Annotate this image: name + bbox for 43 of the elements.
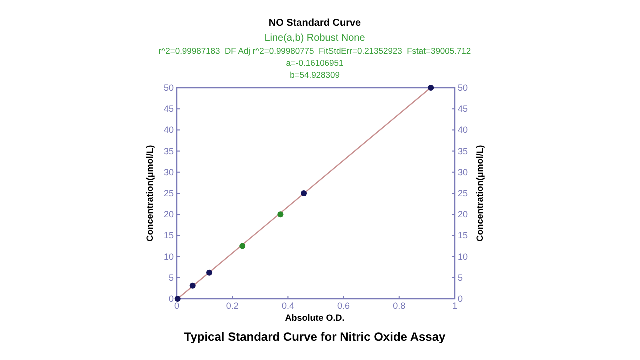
- y2-tick-label: 30: [458, 167, 468, 178]
- y2-tick-label: 10: [458, 252, 468, 262]
- y2-tick-label: 50: [458, 83, 468, 93]
- y2-tick-label: 15: [458, 230, 468, 241]
- y-tick-label: 15: [164, 230, 174, 241]
- y2-tick-label: 45: [458, 104, 468, 114]
- text: Typical Standard Curve for Nitric Oxide Assay: [184, 330, 446, 344]
- x-axis-title: Absolute O.D.: [285, 313, 345, 323]
- x-tick-label: 1: [452, 301, 458, 311]
- x-tick-label: 0.2: [226, 301, 239, 311]
- point: [190, 282, 196, 289]
- text: r^2=0.99987183 DF Adj r^2=0.99980775 FitStdErr=0.21352923 Fstat=39005.712: [158, 46, 472, 56]
- point: [278, 212, 284, 218]
- chart-subtitle: Line(a,b) Robust None: [264, 33, 366, 44]
- y-tick-label: 35: [164, 146, 174, 156]
- y2-tick-label: 25: [458, 188, 468, 198]
- text: a=-0.16106951: [286, 58, 344, 68]
- y2-tick-label: 0: [458, 294, 464, 304]
- text: b=54.928309: [290, 70, 340, 80]
- x-tick-label: 0.8: [393, 301, 406, 311]
- point: [206, 270, 213, 276]
- y2-axis-title: Concentration(μmol/L): [475, 145, 485, 242]
- y2-tick-label: 20: [458, 210, 468, 220]
- y-tick-label: 45: [164, 104, 174, 114]
- y-tick-label: 30: [164, 167, 174, 178]
- y-tick-label: 20: [164, 210, 174, 220]
- point: [174, 296, 181, 302]
- point: [301, 190, 308, 196]
- y-tick-label: 10: [164, 252, 174, 262]
- x-tick-label: 0.4: [282, 301, 294, 311]
- y-tick-label: 25: [164, 188, 174, 198]
- y2-tick-label: 40: [458, 125, 468, 136]
- chart-title: NO Standard Curve: [268, 18, 362, 29]
- y2-tick-label: 35: [458, 146, 468, 156]
- point: [240, 243, 246, 250]
- y-tick-label: 5: [168, 272, 174, 283]
- x-tick-label: 0.6: [338, 301, 350, 311]
- y2-tick-label: 5: [458, 272, 464, 283]
- point: [428, 85, 434, 91]
- y-tick-label: 0: [168, 294, 174, 304]
- y-tick-label: 50: [164, 83, 174, 93]
- y-tick-label: 40: [164, 125, 174, 136]
- y-axis-title: Concentration(μmol/L): [145, 145, 155, 242]
